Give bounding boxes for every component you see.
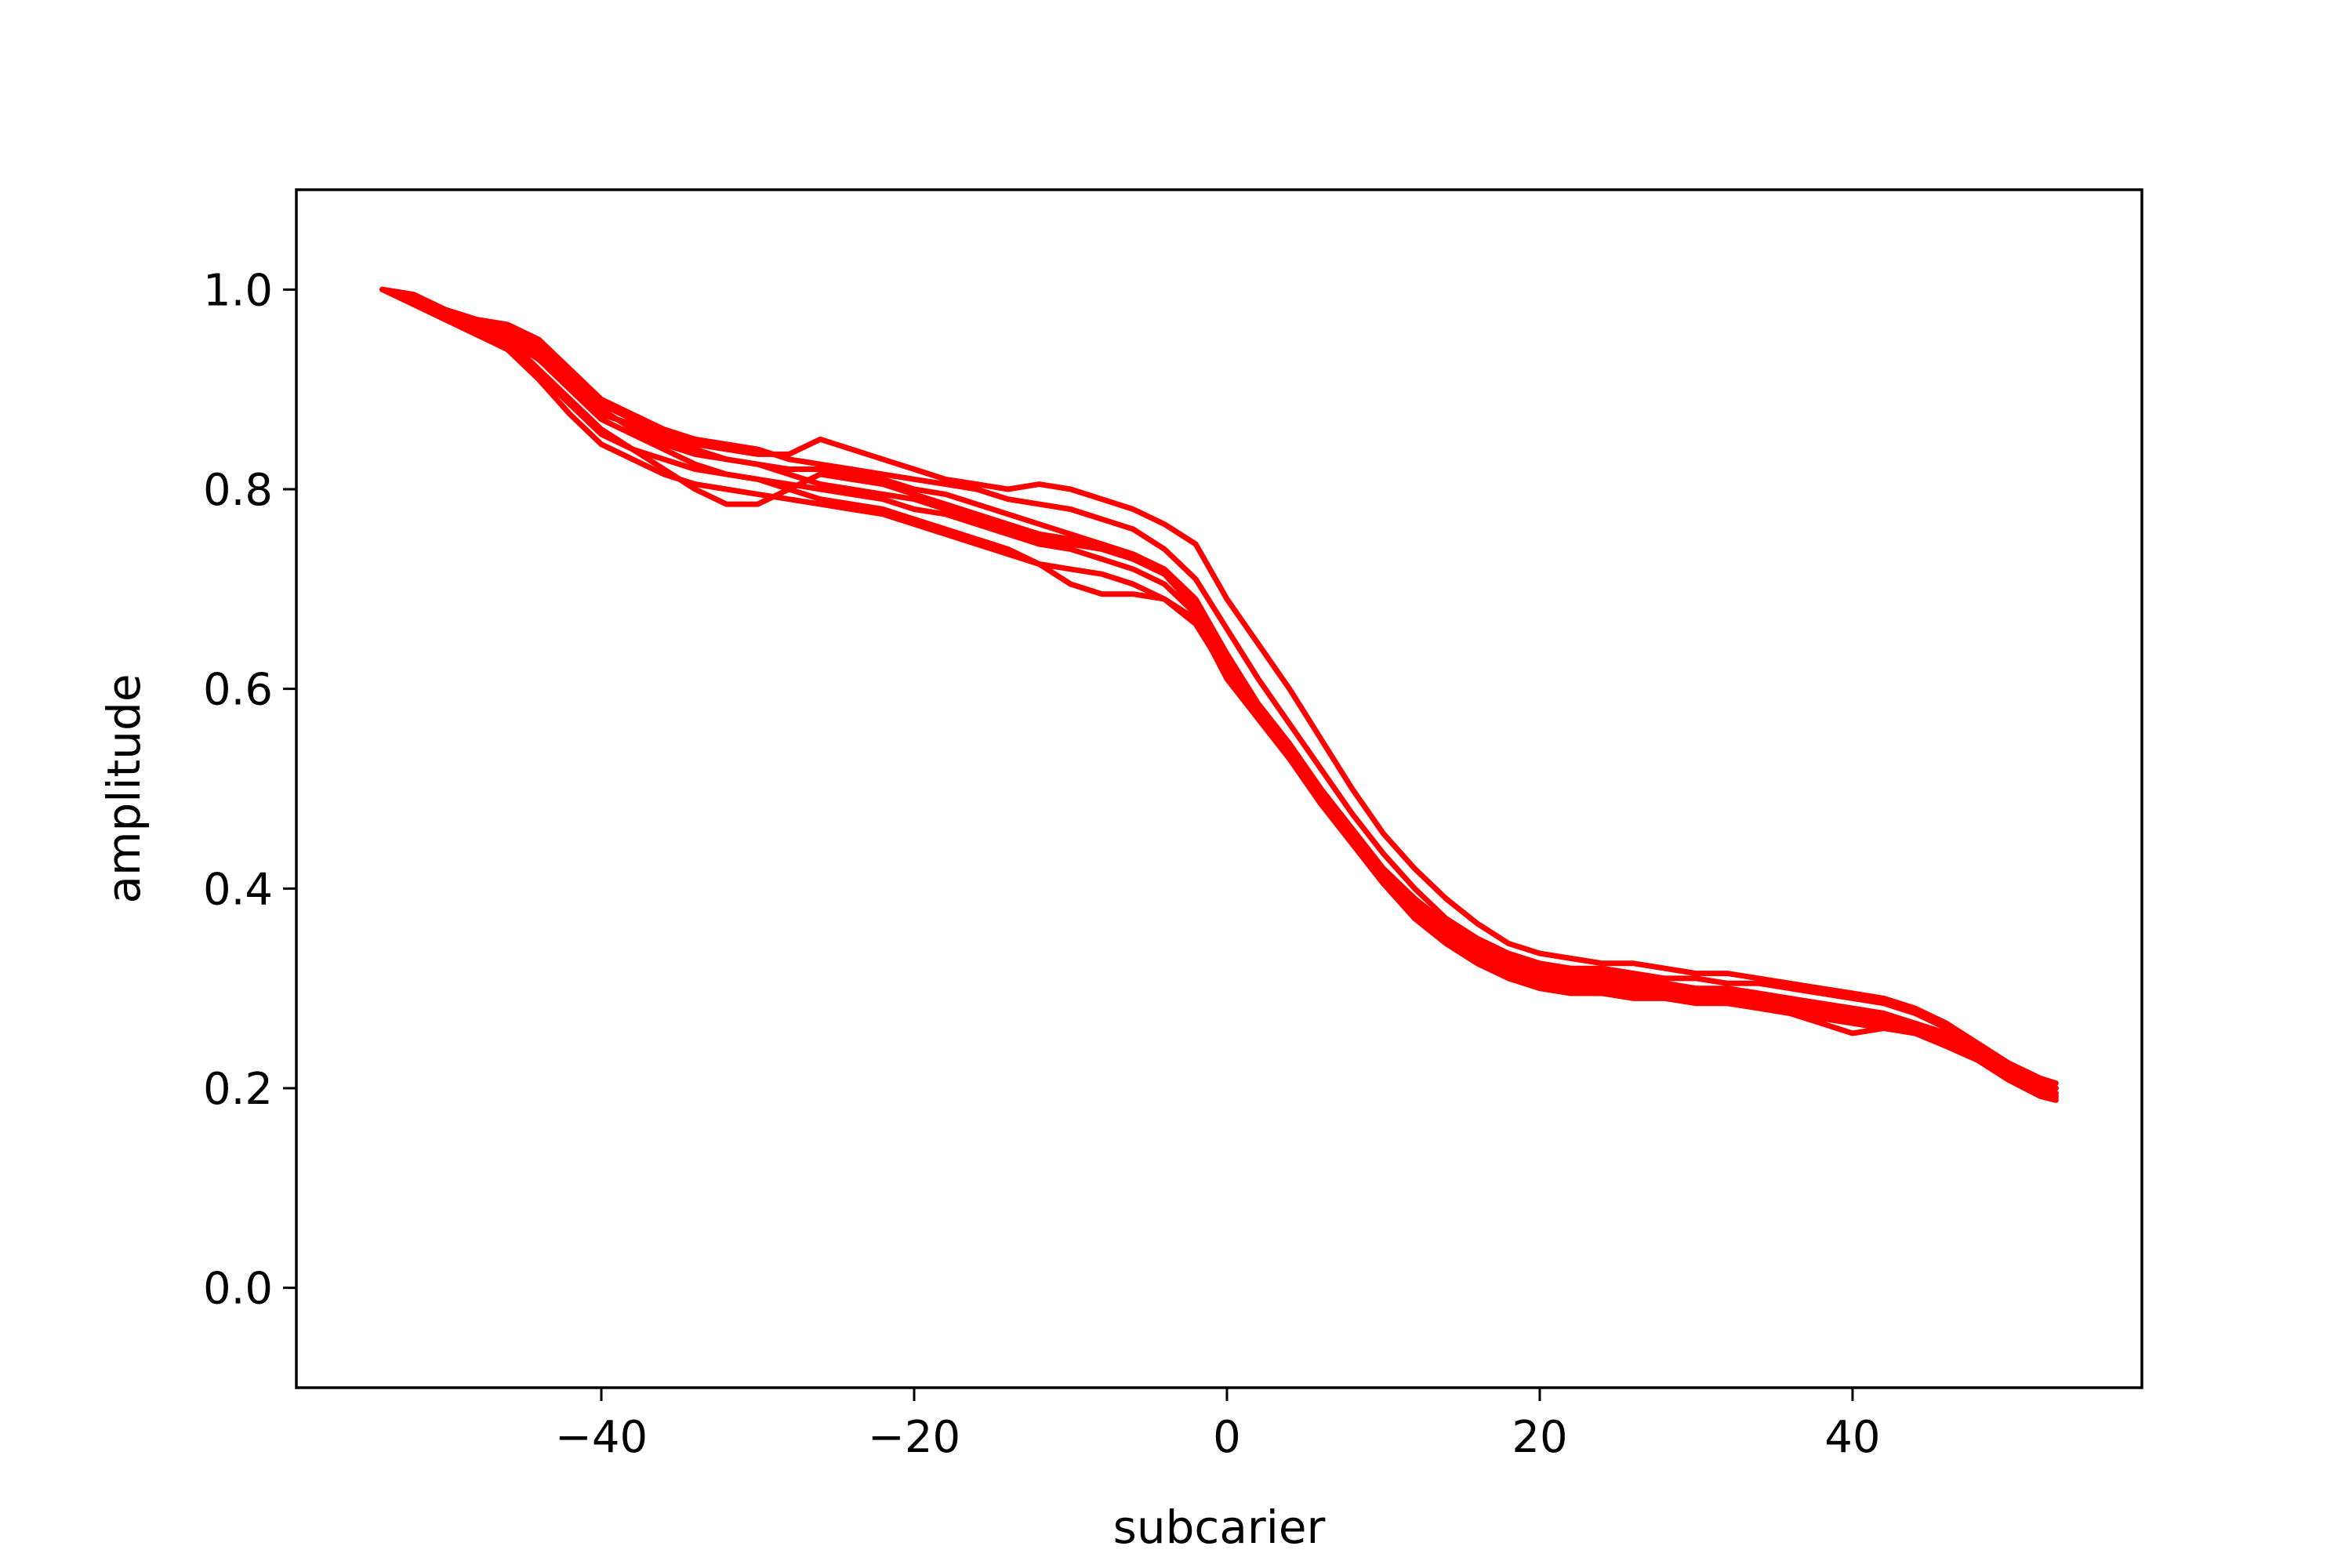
y-tick-label: 0.6 — [203, 665, 273, 716]
x-tick-label: 0 — [1213, 1412, 1241, 1463]
y-tick-label: 0.2 — [203, 1064, 273, 1115]
x-tick-label: 20 — [1512, 1412, 1567, 1463]
series-line-6 — [379, 286, 2059, 1091]
y-tick-label: 0.8 — [203, 465, 273, 516]
series-line-3 — [379, 286, 2059, 1087]
y-tick-label: 0.0 — [203, 1264, 273, 1315]
y-tick-label: 1.0 — [203, 265, 273, 316]
series-layer — [379, 286, 2059, 1103]
plot-frame — [295, 188, 2143, 1389]
y-axis-ticks: 0.0 0.2 0.4 0.6 0.8 1.0 — [203, 265, 296, 1315]
x-tick-label: −40 — [555, 1412, 648, 1463]
x-tick-label: 40 — [1824, 1412, 1880, 1463]
y-tick-label: 0.4 — [203, 864, 273, 915]
x-axis-ticks: −40 −20 0 20 40 — [555, 1388, 1881, 1463]
x-axis-label: subcarier — [1113, 1501, 1326, 1554]
series-line-8 — [379, 286, 2059, 1096]
x-tick-label: −20 — [868, 1412, 960, 1463]
y-axis-label: amplitude — [97, 673, 151, 903]
series-line-7 — [379, 286, 2059, 1103]
